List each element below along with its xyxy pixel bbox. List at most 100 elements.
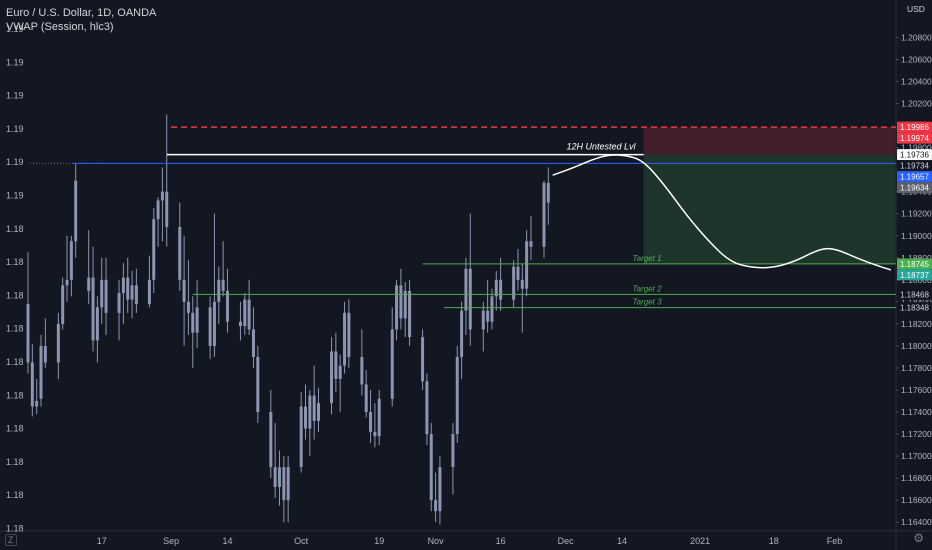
- candle: [373, 403, 377, 448]
- price-tick-label: 1.18200: [901, 319, 932, 329]
- candle-body: [30, 362, 34, 407]
- candle-body: [43, 345, 47, 363]
- candle: [338, 354, 342, 413]
- candle-body: [182, 279, 186, 302]
- candle-body: [481, 310, 485, 330]
- candle-body: [403, 290, 407, 319]
- left-price-label: 1.18: [6, 490, 24, 500]
- candle: [69, 235, 73, 297]
- price-badge-label: 1.19974: [900, 134, 929, 143]
- price-tick-label: 1.20400: [901, 77, 932, 87]
- candle-body: [494, 279, 498, 297]
- candle: [277, 450, 281, 506]
- candle: [343, 301, 347, 374]
- candle-body: [490, 296, 494, 322]
- candle: [421, 329, 425, 390]
- candle: [282, 456, 286, 523]
- candle-body: [269, 412, 273, 468]
- left-price-label: 1.18: [6, 324, 24, 334]
- candle: [217, 266, 221, 324]
- candle-body: [455, 356, 459, 435]
- left-price-label: 1.18: [6, 257, 24, 267]
- candle-body: [100, 279, 104, 308]
- candle: [247, 279, 251, 335]
- price-badge: [897, 149, 932, 161]
- candle-body: [460, 310, 464, 357]
- candle: [43, 318, 47, 368]
- price-badge: [897, 171, 932, 183]
- time-axis-label: 14: [617, 536, 627, 546]
- candle: [377, 389, 381, 446]
- candle-body: [212, 301, 216, 346]
- candle: [26, 252, 30, 374]
- candle: [65, 235, 69, 302]
- candle-body: [429, 434, 433, 501]
- candle: [542, 180, 546, 258]
- price-tick-label: 1.19800: [901, 143, 932, 153]
- take-profit-zone: [643, 154, 896, 264]
- candle-body: [91, 277, 95, 341]
- candle: [182, 235, 186, 346]
- left-price-label: 1.18: [6, 390, 24, 400]
- left-price-label: 1.19: [6, 24, 24, 34]
- currency-label: USD: [907, 4, 925, 14]
- candle-body: [277, 467, 281, 487]
- price-badge: [897, 258, 932, 270]
- candle: [152, 208, 156, 294]
- candle-body: [347, 312, 351, 357]
- candle: [104, 257, 108, 335]
- candle-body: [61, 285, 65, 324]
- candle: [395, 279, 399, 341]
- candle: [30, 343, 34, 417]
- candle: [490, 288, 494, 330]
- candle: [256, 345, 260, 424]
- candle-body: [160, 191, 164, 201]
- candle-body: [308, 395, 312, 429]
- candle: [468, 213, 472, 346]
- candle-body: [369, 412, 373, 432]
- price-tick-label: 1.16400: [901, 517, 932, 527]
- time-axis-label: 19: [374, 536, 384, 546]
- vwap-indicator-label[interactable]: VWAP (Session, hlc3): [6, 21, 114, 33]
- candle-body: [338, 365, 342, 379]
- candle-body: [312, 395, 316, 421]
- price-badge: [897, 182, 932, 194]
- candle: [347, 299, 351, 368]
- zoom-reset-button[interactable]: Z: [5, 534, 17, 546]
- price-tick-label: 1.20600: [901, 54, 932, 64]
- price-badge-label: 1.19986: [900, 123, 929, 132]
- price-badge-label: 1.19736: [900, 151, 929, 160]
- gear-icon[interactable]: ⚙: [913, 531, 924, 545]
- candle: [481, 301, 485, 352]
- candle-body: [395, 285, 399, 330]
- candle: [126, 257, 130, 313]
- candle: [212, 213, 216, 357]
- target-label-1: Target 1: [632, 254, 661, 263]
- candle-body: [334, 351, 338, 379]
- price-badge-label: 1.19734: [900, 162, 929, 171]
- candle-body: [546, 182, 550, 203]
- price-badge: [897, 160, 932, 172]
- candle: [403, 282, 407, 338]
- time-axis-label: Dec: [558, 536, 575, 546]
- projection-path: [552, 154, 892, 271]
- candle: [238, 301, 242, 341]
- price-badge: [897, 288, 932, 300]
- price-badge-label: 1.18468: [900, 290, 929, 299]
- candle-body: [178, 226, 182, 280]
- candle: [74, 164, 78, 258]
- candle-body: [317, 403, 321, 421]
- candle-body: [156, 200, 160, 220]
- candle: [364, 370, 368, 418]
- candle-body: [147, 279, 151, 305]
- candle-body: [126, 277, 130, 300]
- candle: [39, 334, 43, 407]
- candle-body: [65, 279, 69, 286]
- candle-body: [217, 279, 221, 302]
- candle-body: [512, 266, 516, 300]
- time-axis-label: 16: [496, 536, 506, 546]
- candle: [269, 389, 273, 479]
- candle: [460, 301, 464, 379]
- candle: [334, 332, 338, 393]
